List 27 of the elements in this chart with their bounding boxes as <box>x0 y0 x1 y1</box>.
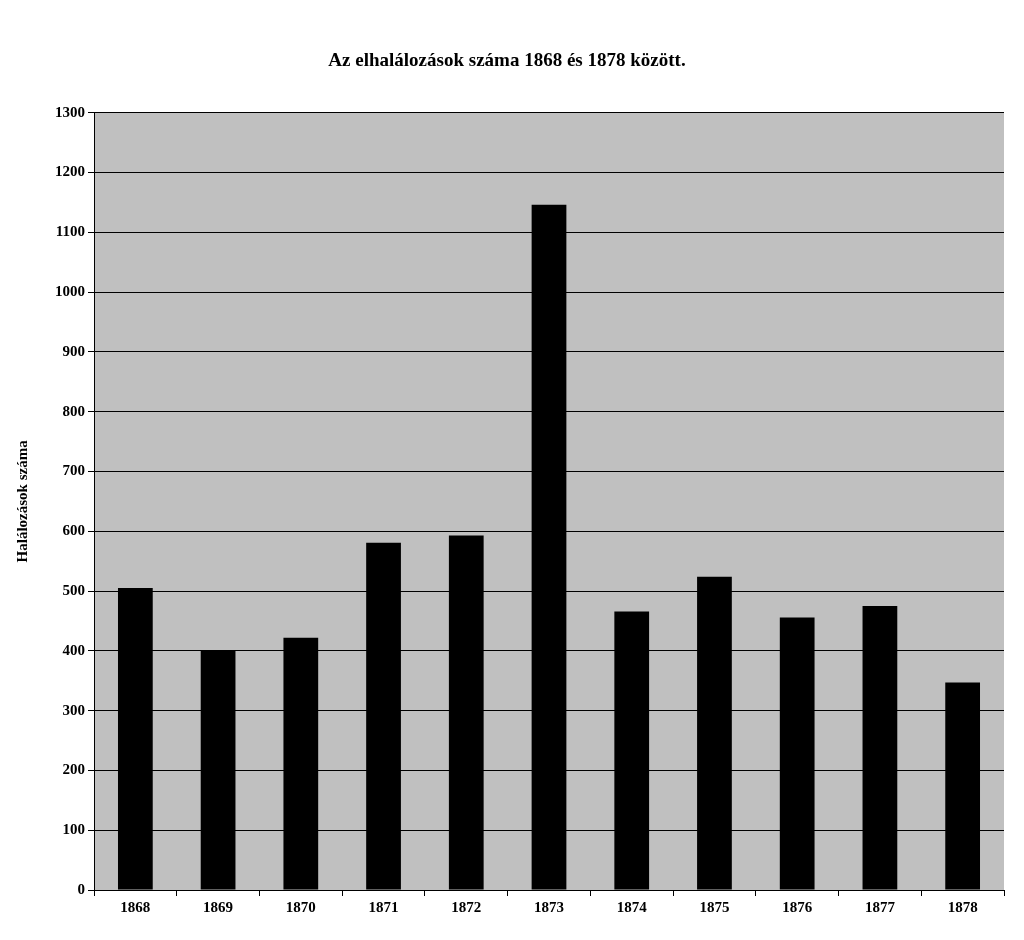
x-tick-label: 1876 <box>782 898 813 915</box>
y-tick-label: 500 <box>62 581 85 598</box>
x-tick-label: 1872 <box>451 898 482 915</box>
x-tick-label: 1874 <box>616 898 648 915</box>
x-tick-label: 1870 <box>285 898 316 915</box>
y-tick-label: 1100 <box>55 223 85 240</box>
x-tick-label: 1877 <box>864 898 896 915</box>
y-tick-label: 400 <box>62 641 85 658</box>
y-tick-label: 0 <box>77 880 85 897</box>
x-tick-label: 1875 <box>699 898 730 915</box>
y-tick-label: 1000 <box>55 283 85 300</box>
x-tick-label: 1868 <box>120 898 151 915</box>
y-tick-label: 900 <box>62 342 85 359</box>
x-tick-label: 1871 <box>368 898 399 915</box>
y-tick-label: 300 <box>62 701 85 718</box>
y-tick-label: 100 <box>62 821 85 838</box>
y-tick-label: 800 <box>62 402 85 419</box>
x-tick-label: 1869 <box>203 898 234 915</box>
y-tick-label: 1200 <box>55 163 85 180</box>
x-tick-label: 1878 <box>947 898 978 915</box>
y-tick-label: 1300 <box>55 103 85 120</box>
y-tick-label: 700 <box>62 462 85 479</box>
chart-title: Az elhalálozások száma 1868 és 1878 között. <box>328 49 686 71</box>
y-tick-label: 200 <box>62 761 85 778</box>
x-tick-label: 1873 <box>534 898 564 915</box>
y-tick-label: 600 <box>62 522 85 539</box>
y-axis-title: Halálozások száma <box>13 439 30 563</box>
